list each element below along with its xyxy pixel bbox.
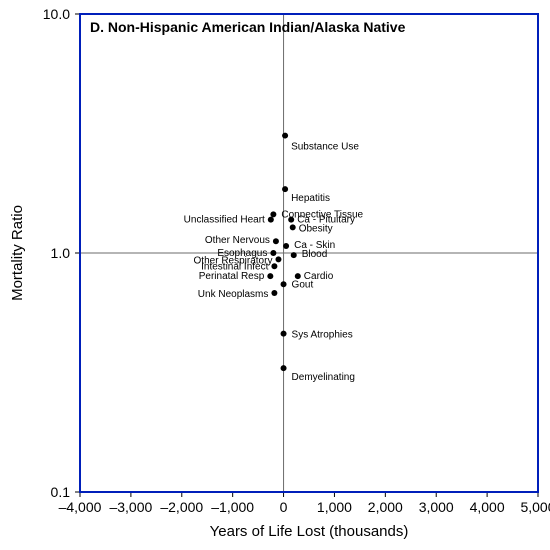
point-label: Hepatitis [291,193,330,204]
point-label: Unclassified Heart [184,215,265,226]
scatter-point [295,273,301,279]
scatter-point [270,211,276,217]
x-axis-label: Years of Life Lost (thousands) [210,523,409,540]
chart-container: –4,000 –3,000 –2,000 –1,000 0 1,000 2,000 3,000… [0,0,550,550]
scatter-point [273,238,279,244]
scatter-point [283,243,289,249]
y-tick-label: 10.0 [43,6,70,22]
mortality-scatter-chart: –4,000 –3,000 –2,000 –1,000 0 1,000 2,000 3,000… [0,0,550,550]
scatter-point [291,252,297,258]
scatter-point [275,256,281,262]
x-tick-label: –1,000 [211,499,254,515]
x-tick-label: 3,000 [419,499,454,515]
x-tick-label: 1,000 [317,499,352,515]
point-label: Unk Neoplasms [198,289,269,300]
y-tick-label: 0.1 [51,484,71,500]
x-tick-label: –2,000 [160,499,203,515]
scatter-point [290,224,296,230]
point-label: Other Nervous [205,235,270,246]
x-tick-label: 5,000 [520,499,550,515]
point-label: Demyelinating [292,372,355,383]
x-tick-label: 2,000 [368,499,403,515]
point-label: Obesity [299,223,333,234]
x-tick-label: –3,000 [109,499,152,515]
point-label: Substance Use [291,142,359,153]
y-tick-label: 1.0 [51,245,71,261]
point-label: Perinatal Resp [199,271,265,282]
scatter-point [281,365,287,371]
scatter-point [267,273,273,279]
y-axis-label: Mortality Ratio [9,205,26,301]
point-label: Gout [292,279,314,290]
scatter-point [288,217,294,223]
scatter-point [271,290,277,296]
scatter-point [281,331,287,337]
point-label: Sys Atrophies [292,330,353,341]
scatter-point [282,133,288,139]
x-tick-label: –4,000 [59,499,102,515]
scatter-point [268,217,274,223]
scatter-point [281,281,287,287]
x-tick-label: 4,000 [470,499,505,515]
scatter-point [282,186,288,192]
point-label: Blood [302,249,328,260]
x-tick-label: 0 [280,499,288,515]
scatter-point [271,263,277,269]
panel-title: D. Non-Hispanic American Indian/Alaska N… [90,19,406,35]
